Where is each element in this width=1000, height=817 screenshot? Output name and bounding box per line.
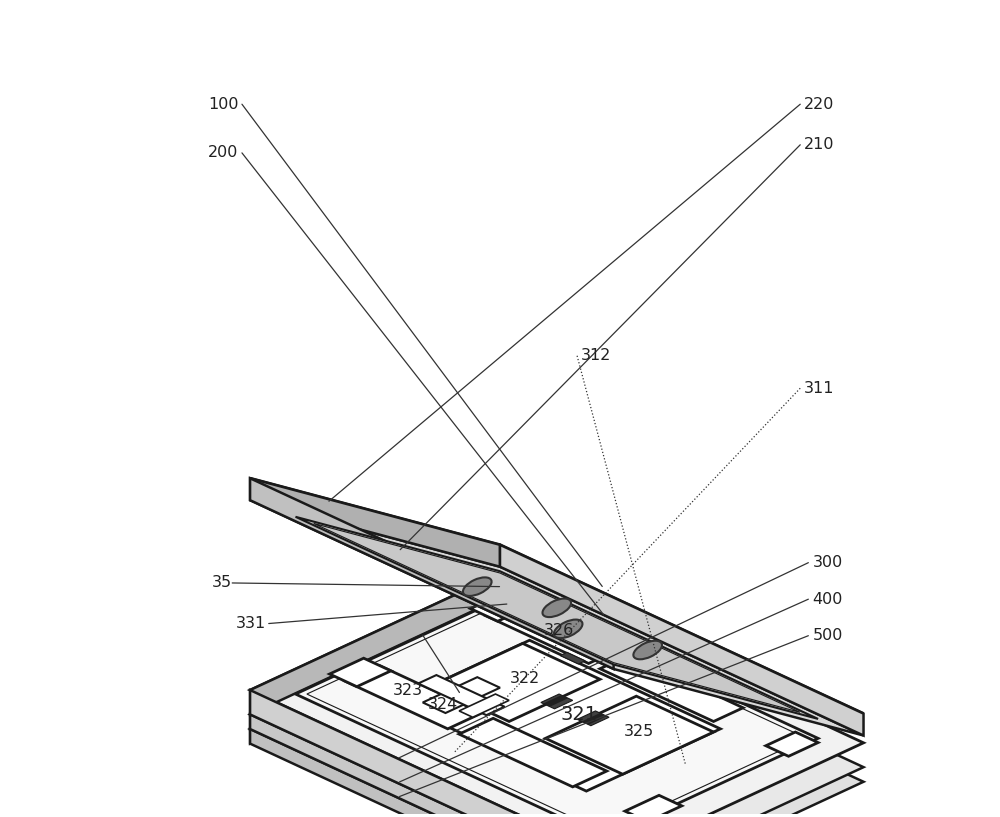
Text: 300: 300 bbox=[812, 556, 843, 570]
Polygon shape bbox=[296, 595, 818, 817]
Text: 331: 331 bbox=[236, 616, 267, 631]
Text: 323: 323 bbox=[393, 683, 423, 698]
Polygon shape bbox=[766, 732, 818, 757]
Polygon shape bbox=[423, 677, 500, 713]
Ellipse shape bbox=[463, 578, 492, 596]
Polygon shape bbox=[545, 696, 714, 775]
Polygon shape bbox=[250, 598, 500, 729]
Text: 35: 35 bbox=[212, 575, 232, 591]
Polygon shape bbox=[250, 500, 864, 735]
Text: 311: 311 bbox=[804, 381, 835, 395]
Text: 326: 326 bbox=[544, 623, 574, 638]
Ellipse shape bbox=[633, 641, 662, 659]
Polygon shape bbox=[486, 602, 618, 663]
Polygon shape bbox=[330, 659, 391, 686]
Polygon shape bbox=[459, 694, 509, 717]
Ellipse shape bbox=[554, 619, 582, 638]
Text: 400: 400 bbox=[812, 592, 843, 607]
Polygon shape bbox=[577, 711, 609, 725]
Text: 322: 322 bbox=[510, 671, 540, 685]
Polygon shape bbox=[250, 478, 614, 669]
Polygon shape bbox=[500, 545, 864, 735]
Text: 220: 220 bbox=[804, 96, 835, 112]
Text: 200: 200 bbox=[208, 145, 238, 160]
Polygon shape bbox=[395, 641, 720, 791]
Polygon shape bbox=[250, 574, 864, 817]
Text: 324: 324 bbox=[428, 697, 458, 712]
Polygon shape bbox=[346, 666, 482, 729]
Polygon shape bbox=[582, 713, 607, 725]
Polygon shape bbox=[470, 595, 527, 621]
Text: 321: 321 bbox=[561, 705, 598, 724]
Polygon shape bbox=[250, 714, 614, 817]
Polygon shape bbox=[625, 795, 682, 817]
Ellipse shape bbox=[542, 599, 571, 617]
Polygon shape bbox=[250, 574, 500, 714]
Polygon shape bbox=[418, 675, 505, 715]
Text: 100: 100 bbox=[208, 96, 238, 112]
Text: 325: 325 bbox=[624, 724, 654, 739]
Text: 312: 312 bbox=[581, 348, 612, 364]
Polygon shape bbox=[250, 478, 500, 567]
Polygon shape bbox=[541, 694, 573, 709]
Polygon shape bbox=[543, 695, 568, 707]
Text: 210: 210 bbox=[804, 137, 835, 152]
Polygon shape bbox=[600, 655, 743, 721]
Polygon shape bbox=[432, 644, 600, 721]
Polygon shape bbox=[250, 598, 864, 817]
Text: 500: 500 bbox=[812, 628, 843, 643]
Polygon shape bbox=[250, 690, 614, 817]
Polygon shape bbox=[459, 718, 607, 787]
Polygon shape bbox=[250, 478, 864, 713]
Polygon shape bbox=[250, 613, 864, 817]
Polygon shape bbox=[296, 517, 818, 719]
Polygon shape bbox=[560, 653, 585, 664]
Polygon shape bbox=[250, 613, 500, 743]
Polygon shape bbox=[250, 729, 614, 817]
